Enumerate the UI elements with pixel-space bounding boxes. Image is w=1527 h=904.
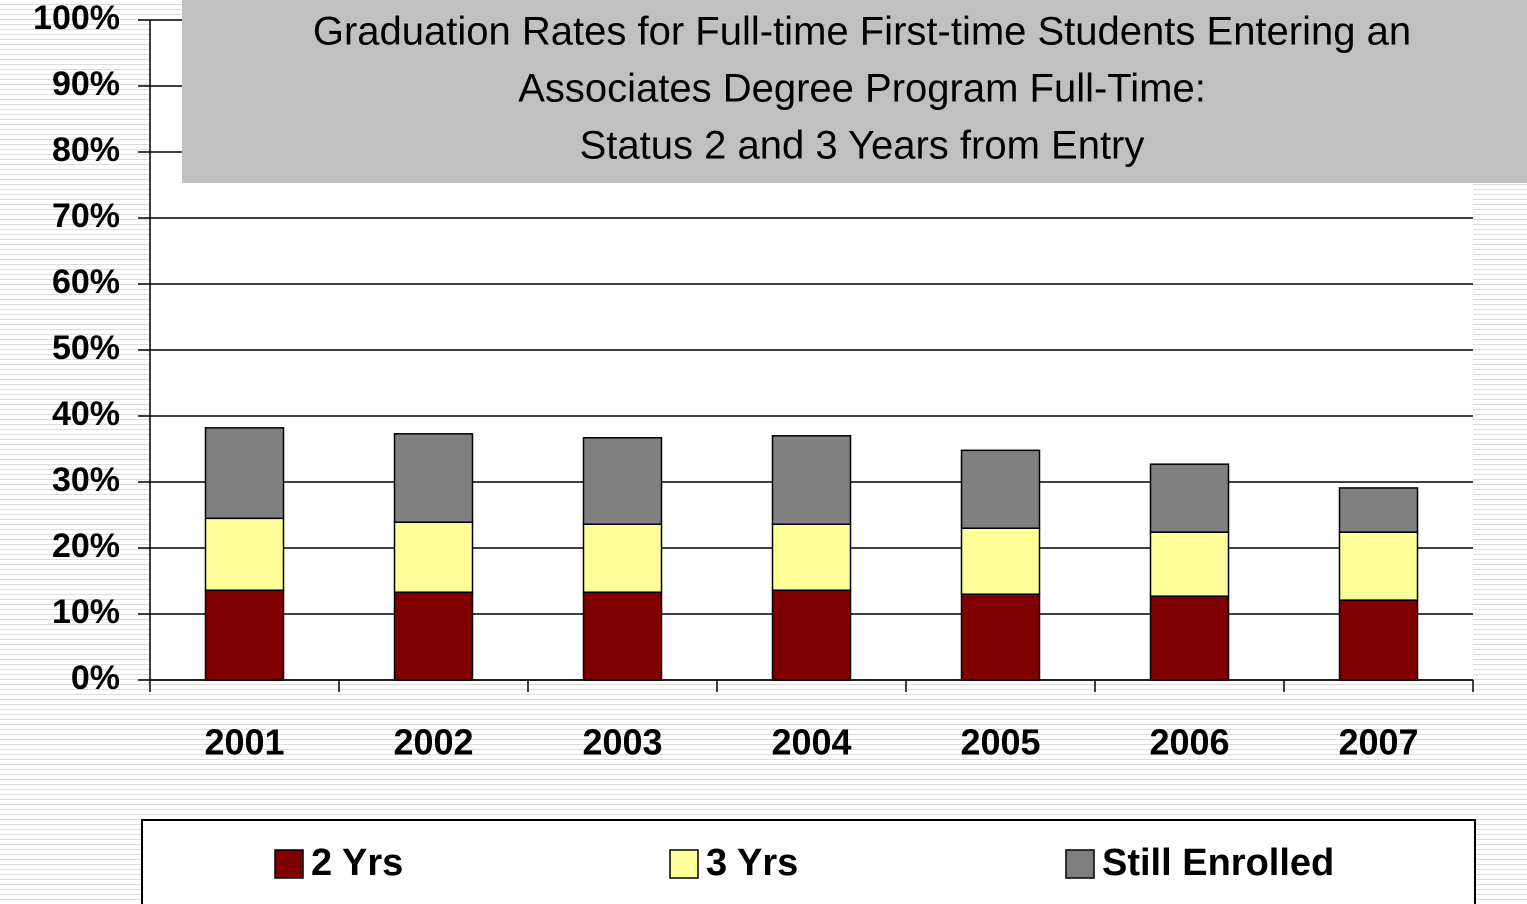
legend-box <box>141 819 1476 904</box>
bar-segment <box>960 593 1041 681</box>
bar-segment <box>582 591 663 681</box>
legend-swatch <box>669 849 699 879</box>
y-tick-label: 0% <box>71 659 120 697</box>
x-tick-label: 2006 <box>1149 722 1229 763</box>
legend-swatch <box>1065 849 1095 879</box>
bar-segment <box>1338 487 1419 533</box>
bar-segment <box>204 589 285 681</box>
y-tick-label: 90% <box>52 65 120 103</box>
x-tick-label: 2003 <box>582 722 662 763</box>
y-tick-label: 10% <box>52 593 120 631</box>
y-tick-label: 50% <box>52 329 120 367</box>
x-tick-label: 2002 <box>393 722 473 763</box>
bar-segment <box>771 435 852 525</box>
y-tick-label: 40% <box>52 395 120 433</box>
bar-segment <box>1149 595 1230 681</box>
bar-segment <box>960 527 1041 595</box>
bar-segment <box>393 521 474 593</box>
y-tick-label: 20% <box>52 527 120 565</box>
chart-title: Status 2 and 3 Years from Entry <box>580 124 1145 168</box>
y-tick-label: 60% <box>52 263 120 301</box>
chart-title: Associates Degree Program Full-Time: <box>518 67 1206 111</box>
chart-title: Graduation Rates for Full-time First-tim… <box>313 10 1411 54</box>
bar-segment <box>393 433 474 524</box>
y-tick-label: 100% <box>33 0 120 37</box>
bar-segment <box>771 523 852 591</box>
bar-segment <box>1338 531 1419 601</box>
bar-segment <box>204 517 285 591</box>
title-box <box>182 0 1527 183</box>
x-tick-label: 2007 <box>1338 722 1418 763</box>
bar-segment <box>393 591 474 681</box>
legend-swatch <box>274 849 304 879</box>
y-tick-label: 80% <box>52 131 120 169</box>
bar-segment <box>1149 463 1230 533</box>
bar-segment <box>771 589 852 681</box>
bar-segment <box>582 523 663 593</box>
x-tick-label: 2005 <box>960 722 1040 763</box>
x-tick-label: 2001 <box>204 722 284 763</box>
bar-segment <box>1338 599 1419 681</box>
bar-segment <box>1149 531 1230 597</box>
legend-label: 2 Yrs <box>311 842 403 884</box>
bar-segment <box>582 437 663 525</box>
legend-label: Still Enrolled <box>1102 842 1334 884</box>
legend-label: 3 Yrs <box>706 842 798 884</box>
bar-segment <box>960 449 1041 529</box>
x-tick-label: 2004 <box>771 722 851 763</box>
y-tick-label: 30% <box>52 461 120 499</box>
bar-segment <box>204 427 285 520</box>
y-tick-label: 70% <box>52 197 120 235</box>
